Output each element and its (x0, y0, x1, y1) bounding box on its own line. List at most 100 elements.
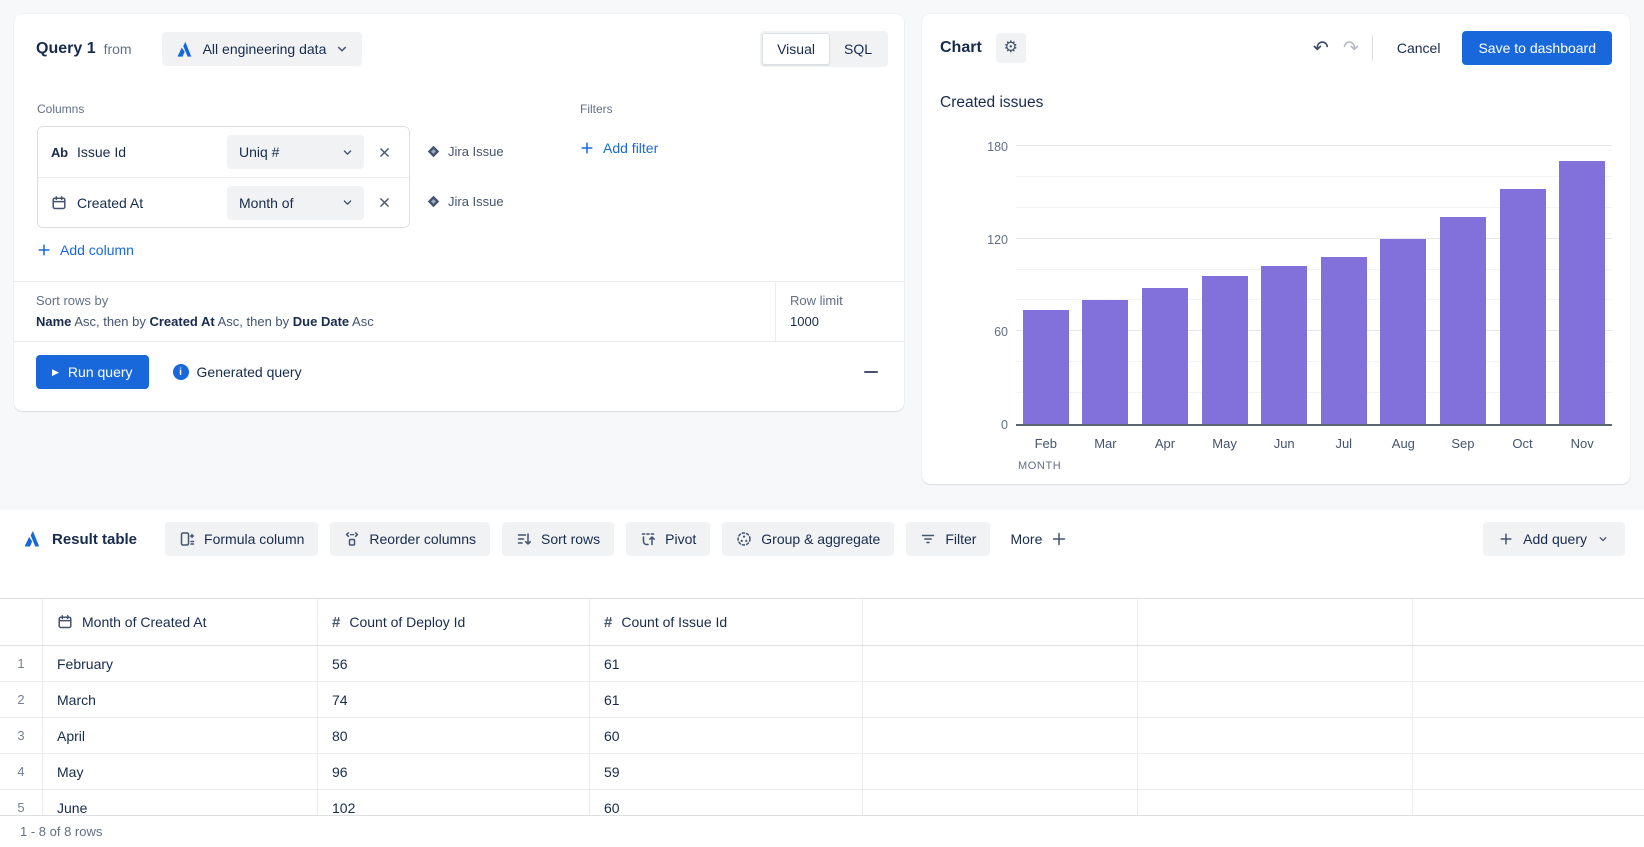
table-cell[interactable]: April (43, 718, 318, 753)
chart-panel: Chart ⚙ ↶ ↷ Cancel Save to dashboard Cre… (922, 14, 1630, 484)
toolbar-button-label: Group & aggregate (761, 531, 881, 547)
save-to-dashboard-button[interactable]: Save to dashboard (1462, 31, 1612, 65)
column-header[interactable] (863, 599, 1138, 645)
table-cell[interactable] (1138, 754, 1413, 789)
table-cell[interactable] (863, 790, 1138, 815)
table-cell[interactable]: 102 (318, 790, 590, 815)
row-number: 1 (0, 646, 43, 681)
table-cell[interactable]: March (43, 682, 318, 717)
table-cell[interactable]: 60 (590, 790, 863, 815)
cancel-button[interactable]: Cancel (1383, 31, 1455, 65)
run-query-button[interactable]: ▶ Run query (36, 355, 149, 389)
table-cell[interactable] (863, 682, 1138, 717)
filter-button[interactable]: Filter (906, 522, 991, 556)
column-header[interactable]: Month of Created At (43, 599, 318, 645)
table-cell[interactable] (1138, 682, 1413, 717)
bar-may (1201, 275, 1248, 424)
collapse-panel-button[interactable] (864, 371, 878, 373)
plus-icon (1499, 532, 1513, 546)
gridline (1016, 361, 1612, 363)
table-cell[interactable] (1138, 718, 1413, 753)
undo-button[interactable]: ↶ (1306, 39, 1336, 58)
sort-rows-value[interactable]: Name Asc, then by Created At Asc, then b… (36, 314, 374, 329)
query-header: Query 1 from All engineering data Visual… (36, 31, 888, 67)
x-axis: Feb Mar Apr May Jun Jul Aug Sep Oct Nov (1016, 436, 1612, 451)
bar-nov (1559, 161, 1606, 424)
table-cell[interactable] (1413, 682, 1644, 717)
table-cell[interactable] (863, 646, 1138, 681)
table-cell[interactable] (863, 754, 1138, 789)
gridline (1016, 145, 1612, 146)
table-cell[interactable]: 80 (318, 718, 590, 753)
pivot-button[interactable]: Pivot (626, 522, 711, 556)
table-cell[interactable] (1413, 754, 1644, 789)
jira-issue-icon (427, 145, 440, 158)
gridline (1016, 392, 1612, 394)
x-tick-label: Jul (1335, 436, 1353, 451)
add-query-label: Add query (1523, 531, 1587, 547)
x-axis-title: MONTH (1018, 460, 1062, 472)
table-cell[interactable]: 96 (318, 754, 590, 789)
data-source-label: All engineering data (202, 41, 327, 57)
data-source-select[interactable]: All engineering data (161, 32, 363, 66)
table-cell[interactable] (1413, 646, 1644, 681)
column-name: Issue Id (77, 144, 127, 160)
table-cell[interactable] (1413, 718, 1644, 753)
table-cell[interactable] (1413, 790, 1644, 815)
atlassian-logo-icon (22, 529, 42, 549)
row-limit-value[interactable]: 1000 (790, 314, 819, 329)
table-cell[interactable]: 59 (590, 754, 863, 789)
table-cell[interactable]: 74 (318, 682, 590, 717)
table-cell[interactable]: February (43, 646, 318, 681)
x-tick-label: Feb (1034, 436, 1057, 451)
table-cell[interactable]: 60 (590, 718, 863, 753)
column-row: Ab Issue Id Uniq # (38, 127, 409, 177)
close-icon (378, 146, 391, 159)
sort-rows-button[interactable]: Sort rows (502, 522, 615, 556)
column-name: Created At (77, 194, 144, 211)
aggregation-select[interactable]: Month of (227, 185, 364, 220)
remove-column-button[interactable] (378, 143, 396, 161)
minus-icon (864, 371, 878, 373)
gridline (1016, 268, 1612, 270)
reorder-columns-button[interactable]: Reorder columns (330, 522, 491, 556)
row-count: 1 - 8 of 8 rows (20, 824, 103, 839)
table-cell[interactable]: 61 (590, 646, 863, 681)
row-number: 5 (0, 790, 43, 815)
column-header[interactable] (1138, 599, 1413, 645)
filter-icon (920, 531, 936, 547)
table-cell[interactable]: May (43, 754, 318, 789)
table-cell[interactable] (1138, 790, 1413, 815)
table-cell[interactable]: 56 (318, 646, 590, 681)
bar-aug (1380, 238, 1427, 424)
more-button[interactable]: More (998, 522, 1079, 556)
toolbar-button-label: Reorder columns (369, 531, 477, 547)
columns-list: Ab Issue Id Uniq # Created At Month of (37, 126, 410, 228)
column-header[interactable]: # Count of Issue Id (590, 599, 863, 645)
bar-oct (1499, 189, 1546, 424)
column-header[interactable] (1413, 599, 1644, 645)
tab-sql[interactable]: SQL (830, 33, 886, 65)
add-column-button[interactable]: Add column (37, 242, 134, 258)
table-cell[interactable] (1138, 646, 1413, 681)
remove-column-button[interactable] (378, 194, 396, 212)
group-aggregate-button[interactable]: Group & aggregate (722, 522, 895, 556)
calendar-icon (51, 195, 77, 211)
table-cell[interactable]: 61 (590, 682, 863, 717)
table-cell[interactable]: June (43, 790, 318, 815)
chart-settings-button[interactable]: ⚙ (995, 33, 1026, 63)
tab-visual[interactable]: Visual (762, 33, 830, 65)
add-filter-button[interactable]: Add filter (580, 140, 658, 156)
x-tick-label: Apr (1154, 436, 1176, 451)
aggregation-value: Uniq # (239, 144, 280, 160)
formula-column-button[interactable]: Formula column (165, 522, 319, 556)
group-aggregate-icon (736, 531, 752, 547)
add-query-button[interactable]: Add query (1483, 522, 1625, 556)
column-header[interactable]: # Count of Deploy Id (318, 599, 590, 645)
header-corner-cell (0, 599, 43, 645)
bar-mar (1082, 300, 1129, 424)
redo-button[interactable]: ↷ (1336, 39, 1366, 58)
aggregation-select[interactable]: Uniq # (227, 135, 364, 169)
table-cell[interactable] (863, 718, 1138, 753)
